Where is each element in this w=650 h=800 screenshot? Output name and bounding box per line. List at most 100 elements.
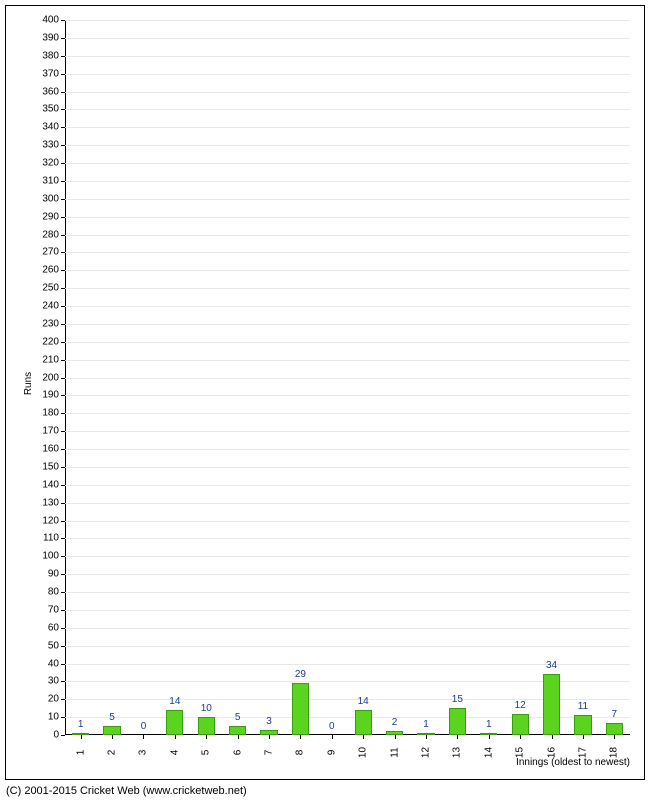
bar-value-label: 15 bbox=[452, 694, 463, 705]
bar-value-label: 2 bbox=[392, 717, 398, 728]
bar bbox=[355, 710, 372, 735]
y-tick-mark bbox=[61, 503, 65, 504]
x-tick-label: 11 bbox=[389, 747, 400, 757]
x-tick-label: 6 bbox=[232, 750, 243, 756]
x-tick-mark bbox=[489, 735, 490, 739]
bar-value-label: 3 bbox=[266, 716, 272, 727]
bar-value-label: 10 bbox=[201, 703, 212, 714]
y-tick-label: 130 bbox=[42, 497, 59, 508]
x-tick-mark bbox=[238, 735, 239, 739]
y-tick-mark bbox=[61, 378, 65, 379]
gridline bbox=[65, 217, 630, 218]
y-tick-label: 170 bbox=[42, 426, 59, 437]
y-tick-label: 360 bbox=[42, 86, 59, 97]
y-tick-label: 180 bbox=[42, 408, 59, 419]
y-tick-mark bbox=[61, 235, 65, 236]
y-tick-label: 30 bbox=[48, 676, 59, 687]
x-tick-mark bbox=[395, 735, 396, 739]
y-tick-mark bbox=[61, 145, 65, 146]
y-tick-label: 40 bbox=[48, 658, 59, 669]
y-tick-label: 310 bbox=[42, 175, 59, 186]
y-tick-mark bbox=[61, 181, 65, 182]
y-tick-mark bbox=[61, 628, 65, 629]
y-tick-mark bbox=[61, 306, 65, 307]
gridline bbox=[65, 646, 630, 647]
x-tick-mark bbox=[143, 735, 144, 739]
bar-value-label: 34 bbox=[546, 660, 557, 671]
y-tick-mark bbox=[61, 574, 65, 575]
y-tick-mark bbox=[61, 20, 65, 21]
plot-area: 0102030405060708090100110120130140150160… bbox=[65, 20, 630, 735]
gridline bbox=[65, 342, 630, 343]
y-tick-mark bbox=[61, 467, 65, 468]
x-tick-mark bbox=[269, 735, 270, 739]
y-tick-mark bbox=[61, 681, 65, 682]
x-tick-mark bbox=[300, 735, 301, 739]
x-tick-label: 4 bbox=[169, 750, 180, 756]
y-tick-mark bbox=[61, 56, 65, 57]
gridline bbox=[65, 574, 630, 575]
x-tick-label: 5 bbox=[201, 750, 212, 756]
gridline bbox=[65, 521, 630, 522]
y-tick-mark bbox=[61, 342, 65, 343]
x-axis-title: Innings (oldest to newest) bbox=[516, 757, 630, 768]
gridline bbox=[65, 163, 630, 164]
x-tick-label: 10 bbox=[358, 747, 369, 758]
y-tick-label: 240 bbox=[42, 301, 59, 312]
y-tick-label: 90 bbox=[48, 569, 59, 580]
x-tick-mark bbox=[614, 735, 615, 739]
y-tick-label: 260 bbox=[42, 265, 59, 276]
x-tick-label: 3 bbox=[138, 750, 149, 756]
x-tick-mark bbox=[175, 735, 176, 739]
y-tick-mark bbox=[61, 538, 65, 539]
y-tick-mark bbox=[61, 413, 65, 414]
y-tick-mark bbox=[61, 521, 65, 522]
x-tick-mark bbox=[552, 735, 553, 739]
bar-value-label: 29 bbox=[295, 669, 306, 680]
x-tick-mark bbox=[363, 735, 364, 739]
bar-value-label: 1 bbox=[423, 719, 429, 730]
y-tick-label: 250 bbox=[42, 283, 59, 294]
gridline bbox=[65, 145, 630, 146]
y-tick-mark bbox=[61, 74, 65, 75]
gridline bbox=[65, 38, 630, 39]
y-tick-label: 70 bbox=[48, 604, 59, 615]
y-tick-label: 340 bbox=[42, 122, 59, 133]
y-tick-label: 330 bbox=[42, 140, 59, 151]
x-tick-mark bbox=[426, 735, 427, 739]
gridline bbox=[65, 628, 630, 629]
gridline bbox=[65, 503, 630, 504]
bar-value-label: 14 bbox=[169, 696, 180, 707]
x-tick-label: 9 bbox=[326, 750, 337, 756]
y-tick-label: 290 bbox=[42, 211, 59, 222]
y-tick-mark bbox=[61, 324, 65, 325]
y-tick-mark bbox=[61, 717, 65, 718]
y-tick-mark bbox=[61, 217, 65, 218]
y-tick-label: 20 bbox=[48, 694, 59, 705]
y-tick-mark bbox=[61, 252, 65, 253]
y-tick-label: 120 bbox=[42, 515, 59, 526]
x-tick-mark bbox=[583, 735, 584, 739]
gridline bbox=[65, 556, 630, 557]
x-tick-mark bbox=[112, 735, 113, 739]
y-tick-mark bbox=[61, 360, 65, 361]
y-axis-title: Runs bbox=[23, 371, 34, 394]
gridline bbox=[65, 235, 630, 236]
x-tick-label: 1 bbox=[75, 750, 86, 756]
x-tick-mark bbox=[332, 735, 333, 739]
y-tick-mark bbox=[61, 92, 65, 93]
bar-value-label: 14 bbox=[358, 696, 369, 707]
bar-value-label: 0 bbox=[329, 721, 335, 732]
gridline bbox=[65, 20, 630, 21]
y-tick-mark bbox=[61, 735, 65, 736]
y-tick-label: 350 bbox=[42, 104, 59, 115]
bar-value-label: 5 bbox=[109, 712, 115, 723]
gridline bbox=[65, 395, 630, 396]
bar bbox=[198, 717, 215, 735]
y-tick-label: 140 bbox=[42, 479, 59, 490]
y-tick-label: 370 bbox=[42, 68, 59, 79]
y-tick-mark bbox=[61, 664, 65, 665]
y-tick-mark bbox=[61, 485, 65, 486]
y-tick-mark bbox=[61, 610, 65, 611]
y-tick-label: 230 bbox=[42, 318, 59, 329]
